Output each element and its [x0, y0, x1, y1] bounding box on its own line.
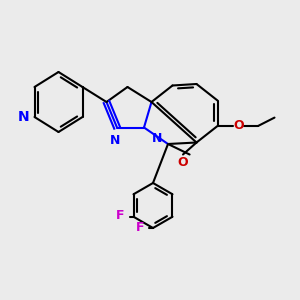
Text: N: N — [110, 134, 121, 146]
Text: O: O — [233, 118, 244, 132]
Text: O: O — [178, 156, 188, 169]
Text: F: F — [136, 220, 144, 234]
Text: N: N — [152, 132, 162, 145]
Text: N: N — [17, 110, 29, 124]
Text: F: F — [116, 209, 124, 222]
